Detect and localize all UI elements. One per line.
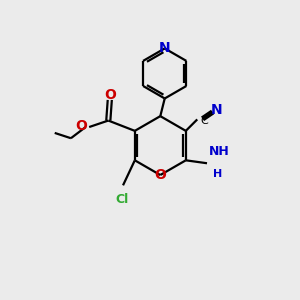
Text: C: C [201,116,208,126]
Text: H: H [213,169,222,178]
Text: N: N [210,103,222,117]
Text: O: O [104,88,116,102]
Text: O: O [154,168,166,182]
Text: N: N [159,41,170,56]
Text: NH: NH [209,145,230,158]
Text: O: O [75,119,87,133]
Text: Cl: Cl [115,193,128,206]
